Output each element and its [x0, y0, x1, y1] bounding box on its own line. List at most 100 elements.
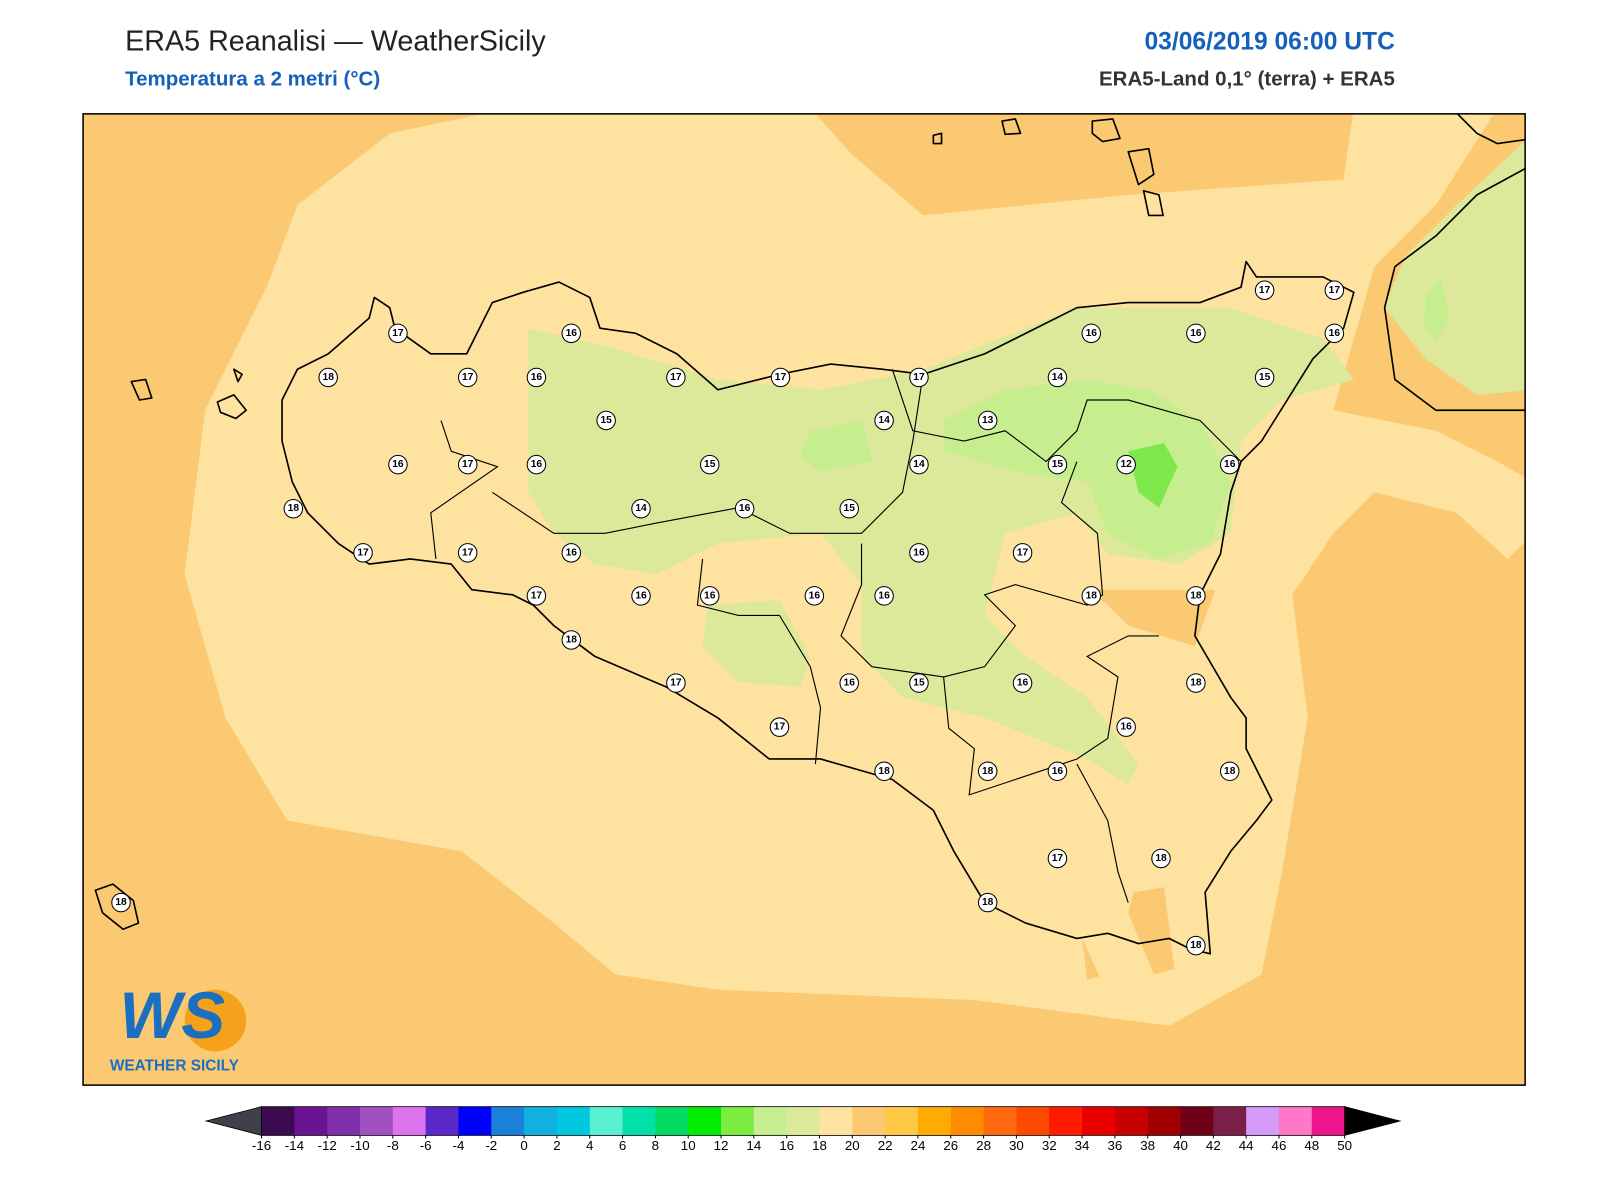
station-marker	[909, 543, 929, 563]
colorbar-tick-label: -12	[318, 1138, 337, 1153]
station-value: 15	[844, 503, 856, 514]
colorbar-tick-label: 2	[553, 1138, 560, 1153]
station-value: 14	[878, 415, 890, 426]
station-marker	[700, 586, 720, 606]
station-marker	[839, 498, 859, 519]
station-value: 12	[1120, 459, 1132, 470]
station-value: 16	[566, 547, 578, 558]
station-marker	[388, 454, 408, 475]
colorbar-cell	[556, 1106, 591, 1136]
station-marker	[526, 586, 547, 606]
station-marker	[839, 673, 859, 693]
station-marker	[1324, 323, 1345, 344]
station-marker	[1012, 543, 1033, 563]
colorbar-tick-label: 36	[1107, 1138, 1122, 1153]
colorbar-cell	[360, 1106, 394, 1136]
colorbar-tick-label: -6	[420, 1138, 432, 1153]
station-value: 16	[635, 590, 647, 601]
colorbar-cell	[721, 1106, 755, 1136]
station-value: 17	[462, 459, 474, 470]
colorbar-tick-label: 28	[976, 1138, 991, 1153]
station-value: 14	[1052, 372, 1064, 383]
colorbar-tick-label: 10	[681, 1138, 696, 1153]
field-18-20-patch	[1082, 589, 1216, 980]
station-value: 18	[1086, 590, 1098, 601]
title: ERA5 Reanalisi — WeatherSicily	[125, 26, 546, 58]
station-value: 18	[982, 897, 994, 908]
station-marker	[526, 454, 547, 475]
source: ERA5-Land 0,1° (terra) + ERA5	[1099, 67, 1395, 90]
logo-name: WEATHER SICILY	[110, 1058, 239, 1075]
station-value: 17	[357, 547, 369, 558]
station-marker	[769, 717, 790, 737]
station-marker	[909, 454, 929, 475]
station-value: 17	[1017, 547, 1029, 558]
colorbar-tick-label: -10	[350, 1138, 369, 1153]
colorbar-cell	[885, 1106, 919, 1136]
station-marker	[1116, 454, 1136, 475]
colorbar-cell	[917, 1106, 952, 1136]
colorbar-tick-label: 4	[586, 1138, 594, 1153]
colorbar-cell	[622, 1106, 656, 1136]
station-marker	[977, 761, 998, 782]
colorbar-tick-label: 50	[1337, 1138, 1352, 1153]
colorbar-frame	[261, 1106, 1346, 1136]
station-marker	[283, 498, 304, 519]
station-value: 14	[635, 503, 647, 514]
station-value: 16	[913, 547, 925, 558]
station-marker	[977, 410, 998, 431]
station-value: 17	[775, 372, 787, 383]
colorbar-tick-label: 44	[1239, 1138, 1254, 1153]
station-marker	[1186, 935, 1206, 956]
colorbar-cell	[1311, 1106, 1346, 1136]
colorbar-cell	[1180, 1106, 1214, 1136]
colorbar-over	[1344, 1106, 1402, 1136]
station-marker	[1081, 586, 1102, 606]
colorbar-tick-label: 12	[714, 1138, 729, 1153]
station-marker	[318, 367, 338, 388]
colorbar-tick-label: 22	[878, 1138, 893, 1153]
station-marker	[1047, 454, 1068, 475]
station-marker	[770, 367, 791, 388]
station-marker	[561, 630, 582, 650]
colorbar-cell	[261, 1106, 295, 1136]
station-value: 17	[913, 372, 925, 383]
station-marker	[1081, 323, 1102, 344]
station-marker	[977, 892, 998, 913]
colorbar-cell	[1016, 1106, 1050, 1136]
station-value: 14	[913, 459, 925, 470]
colorbar-cell	[1278, 1106, 1313, 1136]
colorbar-tick-label: 14	[746, 1138, 761, 1153]
station-marker	[874, 410, 894, 431]
field-10-12	[1128, 443, 1178, 508]
colorbar-cell	[1213, 1106, 1247, 1136]
stations: 17 18 17 16 16 17 17 15 16 17 16 15 14 18 17 17 16 17 16 16…	[111, 280, 1345, 956]
station-marker	[1047, 367, 1068, 388]
colorbar-tick-label: 6	[619, 1138, 626, 1153]
station-value: 18	[878, 766, 890, 777]
station-marker	[457, 543, 478, 563]
field-12-14	[800, 276, 1450, 559]
station-value: 18	[1190, 940, 1202, 951]
colorbar-tick-label: 46	[1272, 1138, 1287, 1153]
station-marker	[561, 323, 582, 344]
station-marker	[596, 410, 616, 431]
colorbar-under	[204, 1106, 262, 1136]
station-value: 17	[670, 372, 682, 383]
station-marker	[874, 586, 894, 606]
station-value: 15	[1259, 372, 1271, 383]
colorbar-cell	[589, 1106, 624, 1136]
colorbar-tick-label: 32	[1042, 1138, 1057, 1153]
colorbar-cell	[1049, 1106, 1083, 1136]
colorbar-tick-label: 0	[520, 1138, 527, 1153]
colorbar-tick-label: 42	[1206, 1138, 1221, 1153]
station-value: 18	[1190, 678, 1202, 689]
colorbar-cell	[425, 1106, 459, 1136]
colorbar-tick-label: -8	[387, 1138, 399, 1153]
station-marker	[909, 673, 929, 693]
logo-sun	[184, 989, 247, 1052]
station-value: 18	[566, 635, 578, 646]
colorbar-cell	[950, 1106, 985, 1136]
station-marker	[631, 586, 651, 606]
colorbar-cell	[852, 1106, 886, 1136]
